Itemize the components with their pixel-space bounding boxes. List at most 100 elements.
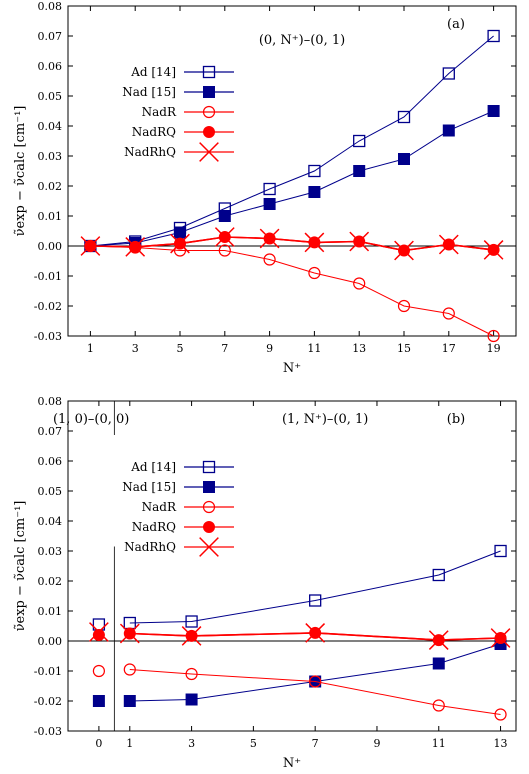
y-axis-label: ν̃exp − ν̃calc [cm⁻¹] — [13, 501, 28, 632]
y-tick-label: 0.05 — [38, 90, 63, 103]
y-tick-label: 0.06 — [38, 60, 63, 73]
data-point — [203, 86, 215, 98]
data-point — [308, 266, 321, 280]
data-point — [397, 110, 411, 124]
series-line — [129, 550, 501, 624]
data-point — [92, 629, 105, 641]
y-tick-label: 0.04 — [38, 515, 63, 528]
data-point — [202, 105, 216, 119]
x-axis-label: N⁺ — [283, 361, 301, 376]
legend-label: NadR — [142, 500, 177, 514]
y-tick-label: -0.01 — [34, 270, 62, 283]
data-point — [432, 568, 445, 582]
x-tick-label: 3 — [132, 342, 139, 355]
y-tick-label: -0.02 — [34, 695, 62, 708]
y-tick-label: 0.02 — [38, 180, 63, 193]
transition-annotation-right: (1, N⁺)–(0, 1) — [282, 412, 368, 427]
data-point — [185, 667, 198, 681]
data-point — [185, 615, 198, 628]
chart-panel-a: -0.03 -0.02 -0.01 0.00 0.01 0.02 0.03 0.04 0.05 0… — [13, 0, 517, 376]
x-tick-label: 1 — [87, 342, 94, 355]
x-tick-label: 7 — [312, 737, 319, 750]
x-tick-label: 15 — [397, 342, 411, 355]
data-point — [353, 165, 366, 177]
data-point — [119, 623, 140, 644]
legend-label: NadRhQ — [124, 145, 176, 159]
data-point — [487, 29, 500, 43]
data-point — [353, 277, 366, 290]
data-point — [202, 500, 216, 514]
data-point — [263, 198, 276, 210]
data-point — [397, 299, 411, 313]
x-tick-label: 7 — [221, 342, 228, 355]
y-tick-label: 0.03 — [38, 545, 63, 558]
y-tick-label: -0.02 — [34, 300, 62, 313]
x-tick-label: 9 — [266, 342, 273, 355]
series-nadrhq — [80, 227, 504, 261]
legend-label: Ad [14] — [130, 460, 176, 474]
data-point — [203, 521, 215, 533]
x-tick-label: 3 — [188, 737, 195, 750]
y-tick-label: 0.00 — [38, 635, 63, 648]
y-tick-label: 0.07 — [38, 30, 63, 43]
data-point — [203, 481, 215, 493]
data-point — [483, 240, 504, 260]
x-tick-label: 13 — [352, 342, 366, 355]
data-point — [92, 664, 105, 678]
series-line — [129, 669, 501, 715]
y-tick-label: 0.06 — [38, 455, 63, 468]
data-point — [174, 226, 186, 239]
panel-label: (b) — [447, 412, 465, 427]
data-point — [353, 134, 366, 148]
x-axis-label: N⁺ — [283, 756, 301, 770]
legend-label: NadRhQ — [124, 540, 176, 554]
series-line — [90, 35, 494, 247]
y-tick-label: -0.01 — [34, 665, 62, 678]
data-point — [494, 544, 507, 558]
data-point — [487, 105, 500, 117]
y-tick-label: 0.00 — [38, 240, 63, 253]
data-point — [394, 240, 414, 261]
x-tick-label: 5 — [250, 737, 257, 750]
data-point — [259, 228, 280, 249]
series-line — [90, 110, 494, 247]
chart-panel-b: -0.03 -0.02 -0.01 0.00 0.01 0.02 0.03 0.04 0.05 0… — [13, 395, 517, 771]
data-point — [123, 695, 136, 707]
data-point — [263, 253, 276, 266]
data-point — [80, 236, 101, 256]
data-point — [490, 628, 511, 648]
series-line — [90, 245, 494, 337]
y-tick-label: 0.07 — [38, 425, 63, 438]
transition-annotation: (0, N⁺)–(0, 1) — [259, 33, 345, 48]
legend: Ad [14] Nad [15] NadR NadRQ NadRhQ — [122, 65, 234, 162]
y-tick-label: 0.08 — [38, 0, 63, 13]
series-line — [129, 643, 501, 702]
series-nadrhq — [89, 622, 511, 650]
legend-label: Nad [15] — [122, 85, 176, 99]
data-point — [432, 657, 445, 670]
data-point — [349, 231, 370, 252]
data-point — [304, 232, 325, 253]
series-nad-15 — [92, 638, 507, 707]
data-point — [181, 626, 202, 646]
legend: Ad [14] Nad [15] NadR NadRQ NadRhQ — [122, 460, 234, 557]
data-point — [185, 693, 198, 706]
panel-label: (a) — [447, 17, 465, 32]
data-point — [123, 663, 136, 676]
data-point — [218, 210, 231, 222]
series-ad-14 — [84, 29, 500, 253]
series-line — [90, 236, 494, 252]
y-tick-label: 0.01 — [38, 210, 63, 223]
x-tick-label: 17 — [442, 342, 456, 355]
y-tick-label: 0.03 — [38, 150, 63, 163]
data-point — [218, 244, 231, 257]
y-tick-label: 0.04 — [38, 120, 63, 133]
y-tick-label: -0.03 — [34, 330, 62, 343]
series-nadrq — [84, 231, 500, 257]
data-point — [398, 153, 410, 165]
data-point — [309, 594, 322, 607]
series-nadrq — [92, 626, 507, 647]
x-tick-label: 19 — [487, 342, 501, 355]
x-tick-label: 13 — [494, 737, 508, 750]
data-point — [202, 65, 216, 79]
